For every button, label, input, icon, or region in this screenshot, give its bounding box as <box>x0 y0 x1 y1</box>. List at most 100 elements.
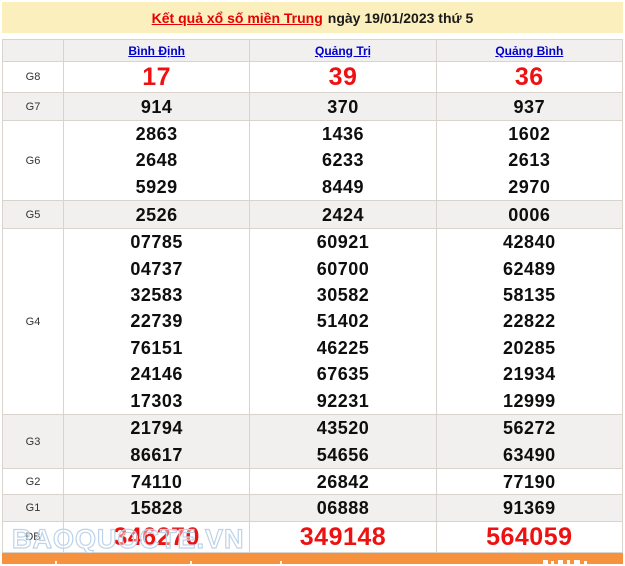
table-row-G1: G1 15828 06888 91369 <box>3 494 622 521</box>
result-number: 8449 <box>321 176 365 197</box>
result-cell: 06888 <box>250 495 437 521</box>
result-cell: 43520 54656 <box>250 415 437 468</box>
cutoff-text-fragment <box>574 560 580 564</box>
result-number: 1436 <box>321 124 365 145</box>
result-number: 12999 <box>503 390 556 411</box>
title-date-text: ngày 19/01/2023 thứ 5 <box>327 9 474 26</box>
result-cell: 1436 6233 8449 <box>250 121 437 200</box>
result-number: 67635 <box>316 364 370 385</box>
result-cell: 1602 2613 2970 <box>437 121 622 200</box>
result-number: 22822 <box>503 311 556 332</box>
result-number: 58135 <box>503 285 556 306</box>
result-number: 2424 <box>321 204 365 225</box>
result-number: 56272 <box>503 418 556 439</box>
result-number: 32583 <box>130 285 183 306</box>
result-number: 1602 <box>508 124 551 145</box>
result-number: 24146 <box>130 364 183 385</box>
result-number: 06888 <box>316 498 370 518</box>
result-number: 2863 <box>135 124 178 145</box>
footer-bar <box>2 553 623 564</box>
result-number: 54656 <box>316 444 370 465</box>
result-number: 564059 <box>486 522 573 551</box>
result-number: 77190 <box>503 471 556 492</box>
result-number: 63490 <box>503 444 556 465</box>
result-number: 39 <box>328 62 358 91</box>
result-number: 74110 <box>130 471 183 492</box>
result-cell: 42840 62489 58135 22822 20285 21934 12999 <box>437 229 622 414</box>
result-number: 2970 <box>508 176 551 197</box>
corner-cell <box>3 40 64 61</box>
result-cell: 349148 <box>250 522 437 552</box>
column-link-0[interactable]: Bình Định <box>128 43 185 58</box>
table-header-row: Bình Định Quảng Trị Quảng Bình <box>3 40 622 61</box>
cutoff-text-fragment <box>551 561 554 564</box>
title-link[interactable]: Kết quả xổ số miền Trung <box>151 9 323 26</box>
result-number: 17303 <box>130 390 183 411</box>
column-header-cell-1: Quảng Trị <box>250 40 437 61</box>
result-number: 04737 <box>130 258 183 279</box>
table-row-G6: G6 2863 2648 5929 1436 6233 8449 1602 2613 2970 <box>3 120 622 200</box>
result-number: 86617 <box>130 444 183 465</box>
result-number: 2526 <box>135 204 178 225</box>
result-number: 0006 <box>508 204 551 225</box>
result-number: 22739 <box>130 311 183 332</box>
result-number: 914 <box>140 96 173 117</box>
result-number: 2613 <box>508 150 551 171</box>
result-number: 21794 <box>130 418 183 439</box>
table-row-G8: G8 17 39 36 <box>3 61 622 92</box>
column-link-2[interactable]: Quảng Bình <box>495 43 564 58</box>
result-number: 349148 <box>299 522 387 551</box>
cutoff-text-fragment <box>558 560 563 564</box>
prize-label: G1 <box>3 495 64 521</box>
result-number: 60700 <box>316 258 370 279</box>
result-cell: 91369 <box>437 495 622 521</box>
result-cell: 564059 <box>437 522 622 552</box>
cutoff-text-fragment <box>584 561 587 564</box>
result-number: 07785 <box>130 232 183 253</box>
result-number: 91369 <box>503 498 556 518</box>
result-cell: 937 <box>437 93 622 120</box>
result-cell: 17 <box>64 62 251 92</box>
result-cell: 346270 <box>64 522 251 552</box>
table-row-G7: G7 914 370 937 <box>3 92 622 120</box>
result-number: 43520 <box>316 418 370 439</box>
result-number: 937 <box>513 96 546 117</box>
cutoff-text-fragment <box>280 561 282 564</box>
column-link-1[interactable]: Quảng Trị <box>314 43 371 58</box>
prize-label: G3 <box>3 415 64 468</box>
result-number: 6233 <box>321 150 365 171</box>
result-cell: 914 <box>64 93 251 120</box>
prize-label: G2 <box>3 469 64 494</box>
result-number: 5929 <box>135 176 178 197</box>
result-cell: 0006 <box>437 201 622 228</box>
result-cell: 74110 <box>64 469 251 494</box>
result-number: 15828 <box>130 498 183 518</box>
result-number: 17 <box>142 62 172 91</box>
prize-label: G4 <box>3 229 64 414</box>
prize-label: G8 <box>3 62 64 92</box>
result-number: 60921 <box>316 232 370 253</box>
result-cell: 370 <box>250 93 437 120</box>
table-row-G2: G2 74110 26842 77190 <box>3 468 622 494</box>
cutoff-text-fragment <box>543 560 548 564</box>
result-number: 36 <box>514 62 544 91</box>
result-number: 30582 <box>316 285 370 306</box>
result-number: 62489 <box>503 258 556 279</box>
column-header-cell-0: Bình Định <box>64 40 251 61</box>
result-number: 92231 <box>316 390 370 411</box>
result-cell: 77190 <box>437 469 622 494</box>
result-number: 20285 <box>503 337 556 358</box>
result-number: 2648 <box>135 150 178 171</box>
results-table: Bình Định Quảng Trị Quảng Bình G8 17 39 36 G7 91… <box>2 39 623 553</box>
result-cell: 21794 86617 <box>64 415 251 468</box>
table-row-G5: G5 2526 2424 0006 <box>3 200 622 228</box>
prize-label: G6 <box>3 121 64 200</box>
prize-label: G7 <box>3 93 64 120</box>
result-number: 346270 <box>113 522 200 551</box>
cutoff-text-fragment <box>567 560 570 564</box>
column-header-cell-2: Quảng Bình <box>437 40 622 61</box>
result-cell: 39 <box>250 62 437 92</box>
result-number: 76151 <box>130 337 183 358</box>
result-number: 370 <box>327 96 359 117</box>
result-cell: 36 <box>437 62 622 92</box>
